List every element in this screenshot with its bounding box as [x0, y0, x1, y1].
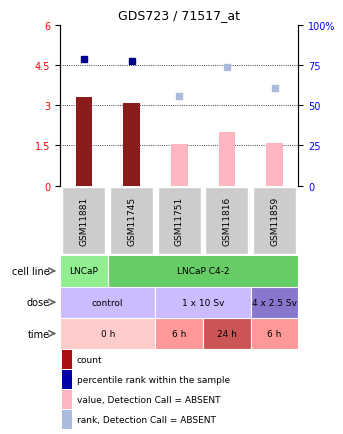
- Text: 24 h: 24 h: [217, 329, 237, 338]
- Bar: [123, 103, 140, 186]
- Text: GSM11816: GSM11816: [222, 196, 232, 246]
- Bar: [60, 256, 108, 287]
- Bar: [108, 256, 298, 287]
- Bar: [155, 318, 203, 349]
- Text: dose: dose: [27, 298, 50, 307]
- Text: GSM11859: GSM11859: [270, 196, 279, 246]
- Text: cell line: cell line: [12, 266, 50, 276]
- Text: 4 x 2.5 Sv: 4 x 2.5 Sv: [252, 298, 297, 307]
- Bar: [171, 145, 188, 186]
- Text: 1 x 10 Sv: 1 x 10 Sv: [182, 298, 224, 307]
- Bar: [62, 187, 105, 254]
- Bar: [62, 410, 72, 429]
- Bar: [218, 133, 235, 186]
- Bar: [203, 318, 251, 349]
- Text: GSM11751: GSM11751: [175, 196, 184, 246]
- Bar: [251, 318, 298, 349]
- Bar: [253, 187, 296, 254]
- Text: count: count: [77, 355, 102, 364]
- Bar: [155, 287, 251, 318]
- Bar: [62, 390, 72, 409]
- Bar: [266, 144, 283, 186]
- Text: 6 h: 6 h: [268, 329, 282, 338]
- Text: GSM11745: GSM11745: [127, 197, 136, 245]
- Text: 6 h: 6 h: [172, 329, 186, 338]
- Bar: [60, 287, 155, 318]
- Text: percentile rank within the sample: percentile rank within the sample: [77, 375, 230, 384]
- Text: time: time: [27, 329, 50, 339]
- Bar: [251, 287, 298, 318]
- Text: LNCaP: LNCaP: [69, 267, 98, 276]
- Bar: [205, 187, 248, 254]
- Bar: [110, 187, 153, 254]
- Text: GSM11881: GSM11881: [79, 196, 88, 246]
- Bar: [62, 370, 72, 389]
- Bar: [62, 350, 72, 369]
- Text: GDS723 / 71517_at: GDS723 / 71517_at: [118, 9, 240, 22]
- Text: value, Detection Call = ABSENT: value, Detection Call = ABSENT: [77, 395, 220, 404]
- Text: rank, Detection Call = ABSENT: rank, Detection Call = ABSENT: [77, 415, 216, 424]
- Text: 0 h: 0 h: [100, 329, 115, 338]
- Bar: [60, 318, 155, 349]
- Text: LNCaP C4-2: LNCaP C4-2: [177, 267, 229, 276]
- Text: control: control: [92, 298, 123, 307]
- Bar: [158, 187, 201, 254]
- Bar: [75, 98, 92, 186]
